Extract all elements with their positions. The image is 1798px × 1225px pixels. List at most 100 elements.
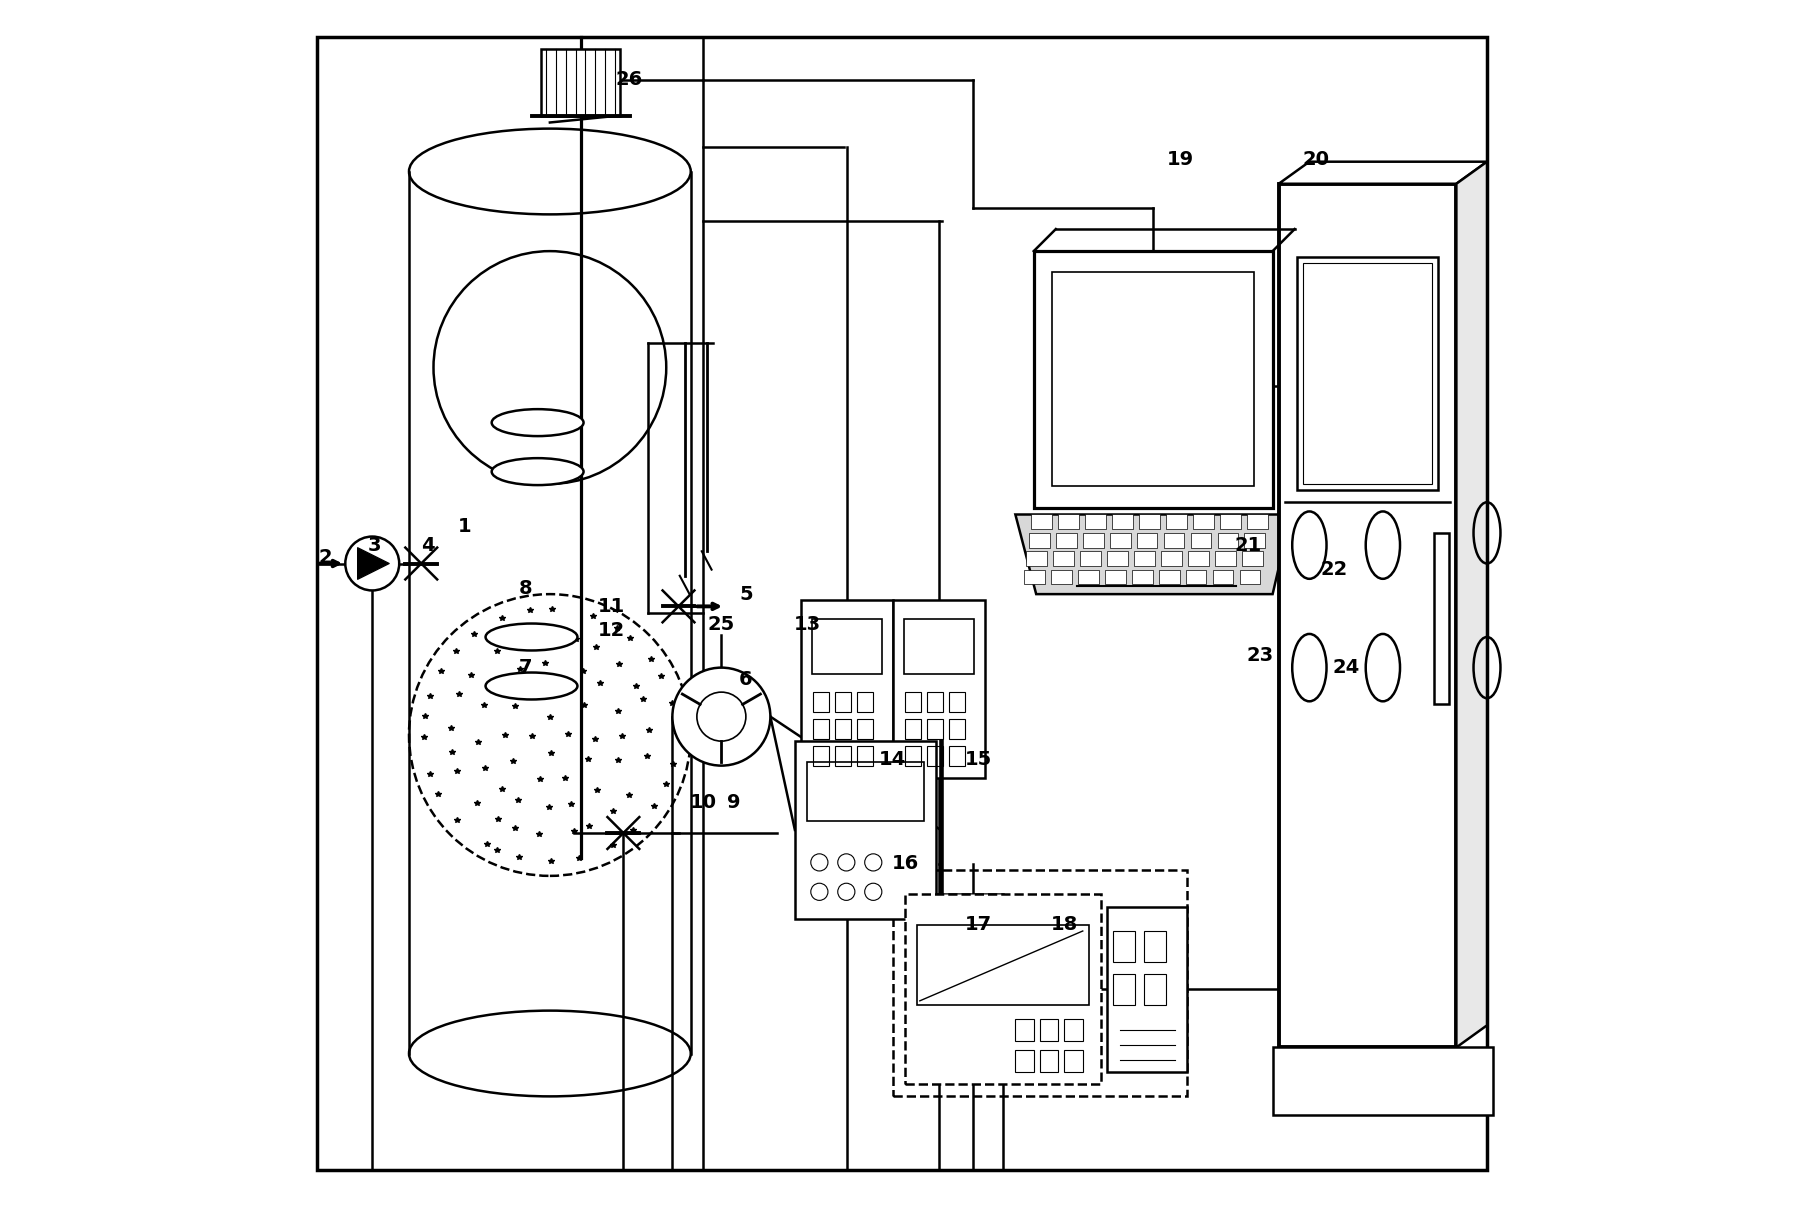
Text: 7: 7 xyxy=(518,658,532,677)
Bar xyxy=(1144,931,1167,962)
Bar xyxy=(795,741,935,919)
Bar xyxy=(1135,551,1154,566)
Ellipse shape xyxy=(491,409,584,436)
Circle shape xyxy=(672,668,770,766)
Bar xyxy=(813,719,829,739)
Bar xyxy=(858,692,874,712)
Bar xyxy=(1050,570,1072,584)
Bar xyxy=(1212,570,1233,584)
Text: 26: 26 xyxy=(617,70,644,89)
Bar xyxy=(1188,551,1208,566)
Bar xyxy=(1136,533,1158,548)
Text: 18: 18 xyxy=(1050,915,1079,935)
Bar xyxy=(917,925,1090,1004)
Bar xyxy=(1064,1050,1082,1072)
Bar xyxy=(1016,1050,1034,1072)
Bar xyxy=(813,746,829,766)
Bar xyxy=(836,719,850,739)
Bar xyxy=(1028,533,1050,548)
Bar xyxy=(1221,514,1241,529)
Text: 13: 13 xyxy=(793,615,820,635)
Bar xyxy=(1054,551,1073,566)
Text: 22: 22 xyxy=(1320,560,1347,579)
Bar xyxy=(1239,570,1260,584)
Bar xyxy=(1108,906,1187,1072)
Bar xyxy=(1278,184,1456,1047)
Bar xyxy=(836,692,850,712)
Bar xyxy=(1086,514,1106,529)
Bar xyxy=(1113,514,1133,529)
Text: 17: 17 xyxy=(966,915,992,935)
Bar xyxy=(894,870,1187,1096)
Text: 5: 5 xyxy=(739,584,753,604)
Bar xyxy=(1108,551,1127,566)
Bar xyxy=(1273,1047,1492,1115)
Text: 20: 20 xyxy=(1302,149,1329,169)
Bar xyxy=(1113,974,1135,1004)
Bar xyxy=(1034,251,1273,508)
Text: 3: 3 xyxy=(369,535,381,555)
Bar xyxy=(1077,570,1099,584)
Bar xyxy=(1296,257,1438,490)
Text: 2: 2 xyxy=(318,548,333,567)
Polygon shape xyxy=(1016,514,1291,594)
Ellipse shape xyxy=(485,624,577,650)
Bar xyxy=(813,619,881,674)
Bar xyxy=(904,619,975,674)
Text: 25: 25 xyxy=(708,615,735,635)
Bar xyxy=(1109,533,1131,548)
Bar xyxy=(1039,1050,1059,1072)
Text: 11: 11 xyxy=(597,597,624,616)
Bar xyxy=(1246,514,1268,529)
Text: 19: 19 xyxy=(1167,149,1194,169)
Bar xyxy=(1158,570,1179,584)
Bar xyxy=(541,49,620,116)
Text: 1: 1 xyxy=(457,517,471,537)
Text: 16: 16 xyxy=(892,854,919,873)
Bar xyxy=(1104,570,1126,584)
Bar xyxy=(1244,533,1266,548)
Text: 21: 21 xyxy=(1235,535,1262,555)
Bar xyxy=(1217,533,1239,548)
Bar xyxy=(1055,533,1077,548)
Bar xyxy=(904,746,921,766)
Bar xyxy=(800,600,894,778)
Bar xyxy=(1163,533,1185,548)
Bar xyxy=(1032,514,1052,529)
Bar xyxy=(1064,1019,1082,1041)
Bar xyxy=(1113,931,1135,962)
Bar xyxy=(904,719,921,739)
Bar xyxy=(904,894,1100,1084)
Bar xyxy=(1023,570,1045,584)
Polygon shape xyxy=(1278,162,1487,184)
Bar xyxy=(813,692,829,712)
Bar xyxy=(904,692,921,712)
Bar xyxy=(1052,272,1255,486)
Polygon shape xyxy=(1456,162,1487,1047)
Bar xyxy=(1194,514,1214,529)
Bar xyxy=(836,746,850,766)
Bar xyxy=(1131,570,1153,584)
Bar xyxy=(807,762,924,821)
Text: 4: 4 xyxy=(421,535,433,555)
Bar xyxy=(928,746,944,766)
Bar xyxy=(1144,974,1167,1004)
Ellipse shape xyxy=(491,458,584,485)
Bar xyxy=(1215,551,1235,566)
Bar xyxy=(1059,514,1079,529)
Bar xyxy=(858,746,874,766)
Bar xyxy=(1016,1019,1034,1041)
Text: 6: 6 xyxy=(739,670,753,690)
Text: 8: 8 xyxy=(518,578,532,598)
Bar xyxy=(949,692,966,712)
Text: 10: 10 xyxy=(689,793,716,812)
Bar xyxy=(949,719,966,739)
Bar xyxy=(1082,533,1104,548)
Circle shape xyxy=(345,537,399,590)
Bar xyxy=(1167,514,1187,529)
Text: 23: 23 xyxy=(1246,646,1275,665)
Bar xyxy=(1081,551,1100,566)
Bar xyxy=(1027,551,1046,566)
Bar xyxy=(1190,533,1212,548)
Bar xyxy=(949,746,966,766)
